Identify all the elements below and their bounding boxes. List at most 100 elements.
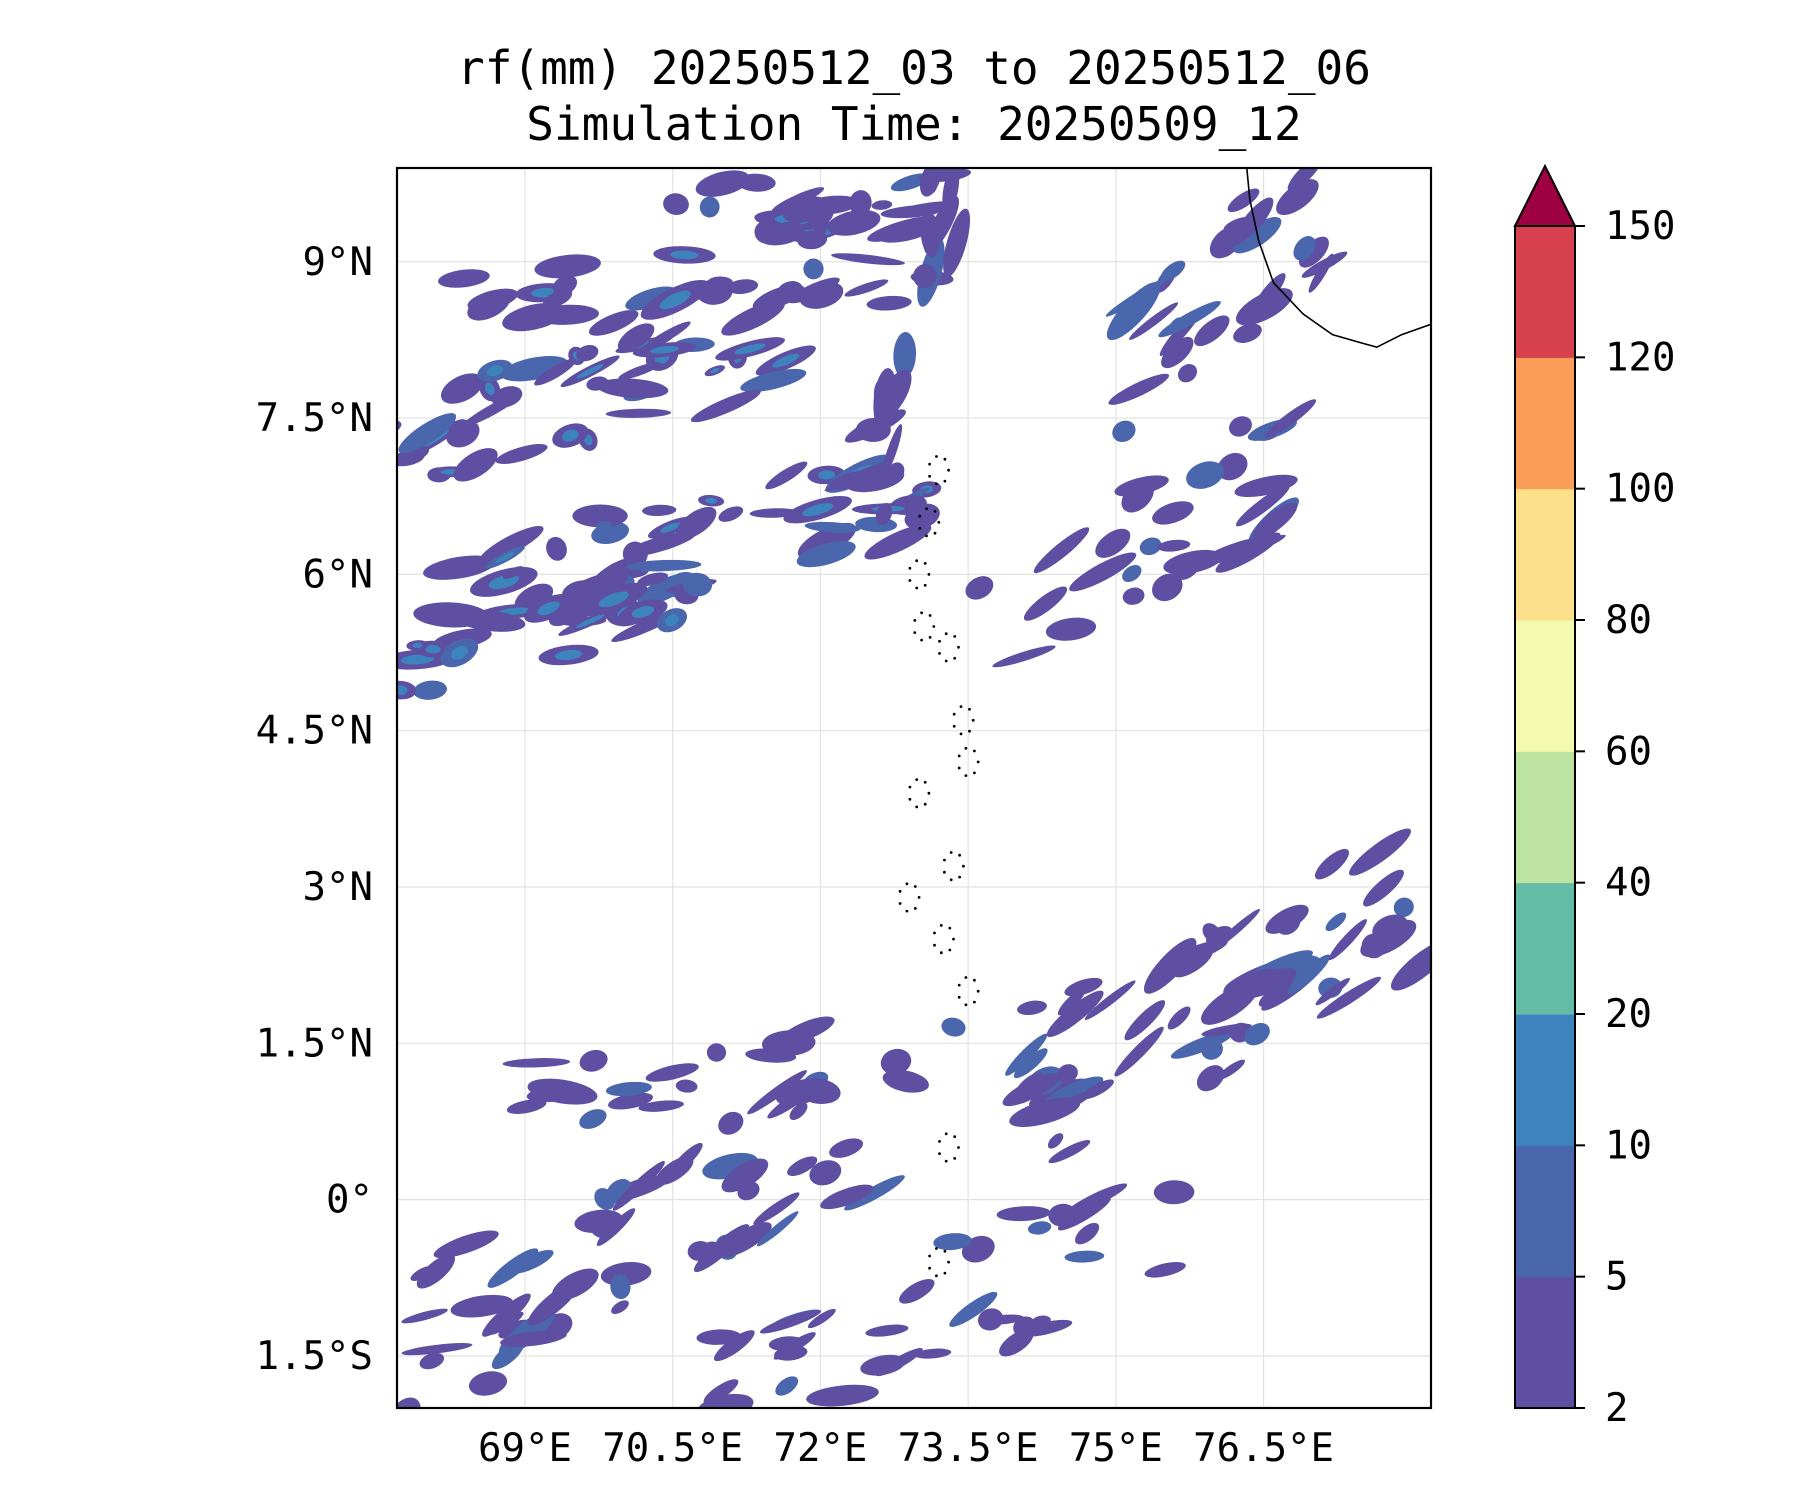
rain-cell [500, 1330, 567, 1347]
rain-cell [626, 559, 702, 572]
rain-cell [506, 1099, 547, 1114]
rain-cell [534, 358, 577, 386]
atoll-islet [943, 479, 947, 483]
atoll-islet [958, 853, 961, 857]
rain-cell [1050, 1091, 1093, 1115]
rain-cell [1316, 976, 1382, 1019]
rain-cell [695, 170, 750, 197]
rain-cell [718, 506, 744, 522]
rain-cell [675, 1079, 698, 1093]
rain-cell [1393, 897, 1414, 918]
colorbar-label: 20 [1605, 992, 1652, 1037]
rain-cell [699, 196, 720, 218]
rain-cell [468, 1371, 508, 1396]
rain-cell [881, 424, 903, 479]
atoll-islet [968, 729, 971, 733]
rain-cell [713, 1330, 755, 1362]
rain-cell [579, 1049, 608, 1072]
map-panel: 69°E 70.5°E 72°E 73.5°E 75°E 76.5°E 9°N 7.5°N 6… [256, 166, 1433, 1471]
rain-cell [438, 269, 490, 288]
rain-cell [1265, 399, 1317, 438]
atoll-islet [964, 1003, 968, 1007]
atoll-islet [973, 749, 976, 753]
rain-cell [413, 680, 448, 700]
rain-cell [737, 1181, 760, 1201]
atoll-islet [968, 707, 971, 711]
rain-cell [1193, 538, 1260, 568]
atoll-islet [964, 746, 968, 750]
atoll-islet [959, 705, 963, 708]
rain-cell [546, 536, 567, 561]
atoll-islet [973, 1000, 976, 1004]
rain-cell [1363, 869, 1404, 907]
rain-cell [1276, 179, 1319, 216]
x-tick-label: 72°E [773, 1426, 867, 1471]
y-tick-label: 1.5°S [256, 1334, 373, 1379]
rain-cell [1064, 977, 1103, 997]
rain-cell [1211, 908, 1260, 952]
rain-cell [949, 1291, 998, 1327]
rain-cell [1047, 1133, 1064, 1149]
colorbar-label: 100 [1605, 467, 1675, 512]
atoll-islet [957, 766, 961, 770]
rain-cell [1233, 323, 1262, 344]
rain-cell [1390, 940, 1431, 991]
rain-cell [1167, 1006, 1191, 1030]
rain-cell [663, 193, 689, 215]
rain-cell [642, 504, 677, 517]
rain-cell [453, 448, 498, 482]
rain-cell [965, 576, 994, 600]
rain-cell [882, 1069, 929, 1093]
rain-cell [1121, 480, 1154, 513]
rain-cell [977, 1308, 1004, 1331]
colorbar-label: 80 [1605, 598, 1652, 643]
rain-cell [622, 541, 648, 567]
rain-cell [880, 1048, 912, 1075]
atoll-islet [923, 583, 927, 587]
atoll-islet [964, 976, 968, 979]
rain-cell [612, 1161, 665, 1211]
rain-cell [1265, 904, 1309, 934]
rain-cell-core [665, 614, 679, 627]
rain-cell [1227, 188, 1260, 213]
rain-cell [775, 1376, 799, 1396]
rain-cell [829, 1138, 864, 1158]
atoll-islet [928, 614, 932, 617]
rain-cell [1293, 236, 1316, 261]
rain-cell [1328, 919, 1367, 961]
rain-cell [814, 199, 834, 223]
atoll-islet [927, 791, 931, 795]
atoll-islet [957, 1146, 960, 1149]
atoll-islet [943, 1271, 947, 1275]
rain-cell [1325, 912, 1347, 932]
rain-cell [1235, 288, 1293, 326]
rain-cell [919, 168, 972, 183]
rain-cell-core [670, 250, 699, 260]
rain-cell [1143, 938, 1197, 994]
colorbar-label: 2 [1605, 1386, 1628, 1431]
rain-cell [682, 572, 713, 597]
atoll-islet [952, 724, 956, 728]
rain-cell [824, 461, 889, 492]
rain-cell [873, 369, 912, 422]
atoll-islet [937, 520, 941, 524]
rain-cell-core [562, 429, 579, 442]
atoll-islet [949, 878, 953, 882]
rain-cell [703, 1379, 739, 1404]
rain-cell [1027, 1221, 1052, 1235]
rain-cell [610, 1274, 631, 1300]
atoll-islet [925, 507, 928, 510]
rain-cell [941, 1017, 966, 1037]
rain-cell [1196, 1065, 1225, 1092]
rain-cell [527, 1280, 581, 1326]
colorbar-segment [1515, 882, 1575, 1015]
rain-cell [924, 178, 938, 195]
rain-cell [719, 1222, 772, 1258]
rain-cell [1122, 587, 1145, 605]
atoll-islet [958, 875, 961, 879]
atoll-islet [952, 937, 955, 941]
rain-cell [502, 1058, 571, 1068]
rain-cell [1223, 216, 1251, 232]
x-tick-label: 69°E [478, 1426, 572, 1471]
